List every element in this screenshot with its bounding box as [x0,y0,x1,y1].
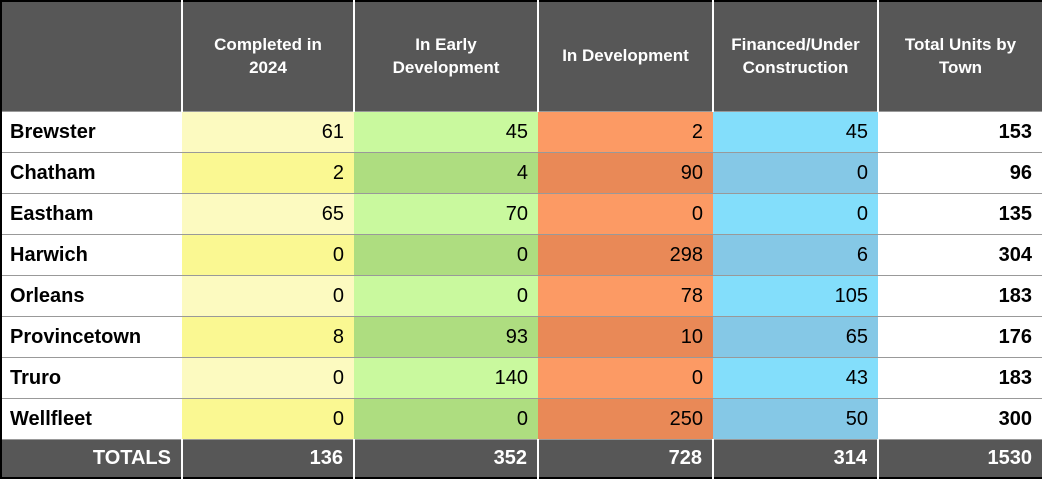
town-name-cell: Harwich [1,234,182,276]
town-name-cell: Eastham [1,193,182,235]
header-total-units-by-town: Total Units by Town [878,1,1042,112]
completed-2024-cell: 61 [182,111,354,153]
financed-construction-cell: 6 [713,234,878,276]
town-name-cell: Wellfleet [1,398,182,440]
table-row-brewster: Brewster 61 45 2 45 153 [1,111,1042,153]
total-units-cell: 176 [878,316,1042,358]
header-financed-under-construction: Financed/Under Construction [713,1,879,112]
table-row-eastham: Eastham 65 70 0 0 135 [1,193,1042,235]
in-development-cell: 0 [538,193,713,235]
financed-construction-cell: 43 [713,357,878,399]
early-development-cell: 45 [354,111,538,153]
table-header: Completed in 2024 In Early Development I… [1,1,1042,112]
totals-early-development: 352 [354,439,539,478]
in-development-cell: 2 [538,111,713,153]
table-footer: TOTALS 136 352 728 314 1530 [1,439,1042,478]
financed-construction-cell: 0 [713,193,878,235]
table-row-wellfleet: Wellfleet 0 0 250 50 300 [1,398,1042,440]
completed-2024-cell: 65 [182,193,354,235]
early-development-cell: 0 [354,234,538,276]
in-development-cell: 90 [538,152,713,194]
early-development-cell: 0 [354,275,538,317]
town-name-cell: Truro [1,357,182,399]
table-row-provincetown: Provincetown 8 93 10 65 176 [1,316,1042,358]
completed-2024-cell: 0 [182,234,354,276]
town-name-cell: Chatham [1,152,182,194]
header-in-development: In Development [538,1,714,112]
total-units-cell: 183 [878,275,1042,317]
completed-2024-cell: 2 [182,152,354,194]
table-row-truro: Truro 0 140 0 43 183 [1,357,1042,399]
total-units-cell: 135 [878,193,1042,235]
header-completed-2024: Completed in 2024 [182,1,355,112]
early-development-cell: 4 [354,152,538,194]
early-development-cell: 140 [354,357,538,399]
totals-label: TOTALS [1,439,183,478]
totals-completed-2024: 136 [182,439,355,478]
in-development-cell: 78 [538,275,713,317]
in-development-cell: 250 [538,398,713,440]
header-row: Completed in 2024 In Early Development I… [1,1,1042,112]
total-units-cell: 304 [878,234,1042,276]
financed-construction-cell: 65 [713,316,878,358]
financed-construction-cell: 50 [713,398,878,440]
totals-total-units: 1530 [878,439,1042,478]
table-row-orleans: Orleans 0 0 78 105 183 [1,275,1042,317]
total-units-cell: 153 [878,111,1042,153]
financed-construction-cell: 0 [713,152,878,194]
table-row-harwich: Harwich 0 0 298 6 304 [1,234,1042,276]
totals-row: TOTALS 136 352 728 314 1530 [1,439,1042,478]
in-development-cell: 298 [538,234,713,276]
totals-financed-construction: 314 [713,439,879,478]
header-town [1,1,183,112]
in-development-cell: 0 [538,357,713,399]
table-row-chatham: Chatham 2 4 90 0 96 [1,152,1042,194]
financed-construction-cell: 105 [713,275,878,317]
early-development-cell: 70 [354,193,538,235]
table-body: Brewster 61 45 2 45 153 Chatham 2 4 90 0… [1,111,1042,440]
town-name-cell: Brewster [1,111,182,153]
completed-2024-cell: 0 [182,398,354,440]
totals-in-development: 728 [538,439,714,478]
completed-2024-cell: 8 [182,316,354,358]
completed-2024-cell: 0 [182,357,354,399]
total-units-cell: 300 [878,398,1042,440]
town-name-cell: Orleans [1,275,182,317]
financed-construction-cell: 45 [713,111,878,153]
completed-2024-cell: 0 [182,275,354,317]
header-in-early-development: In Early Development [354,1,539,112]
total-units-cell: 96 [878,152,1042,194]
early-development-cell: 93 [354,316,538,358]
early-development-cell: 0 [354,398,538,440]
total-units-cell: 183 [878,357,1042,399]
town-name-cell: Provincetown [1,316,182,358]
in-development-cell: 10 [538,316,713,358]
